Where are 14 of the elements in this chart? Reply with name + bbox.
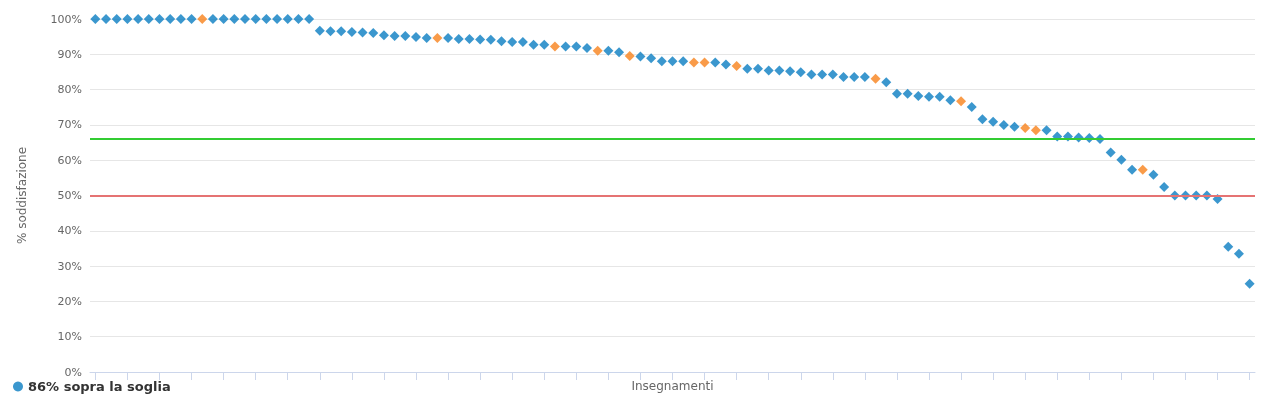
y-tick-label: 0%: [64, 365, 82, 379]
y-tick-label: 70%: [57, 118, 82, 132]
y-tick-label: 20%: [57, 294, 82, 308]
y-tick-label: 50%: [57, 189, 82, 202]
y-axis-title: % soddisfazione: [15, 146, 29, 245]
y-tick-label: 80%: [57, 83, 82, 97]
y-tick-label: 30%: [57, 259, 82, 273]
legend-label: 86% sopra la soglia: [28, 379, 171, 394]
y-tick-label: 10%: [57, 330, 82, 344]
y-tick-label: 90%: [57, 47, 82, 61]
y-tick-label: 100%: [50, 12, 82, 26]
y-tick-label: 40%: [57, 224, 82, 238]
x-axis-title: Insegnamenti: [631, 379, 714, 393]
y-tick-label: 60%: [57, 153, 82, 167]
